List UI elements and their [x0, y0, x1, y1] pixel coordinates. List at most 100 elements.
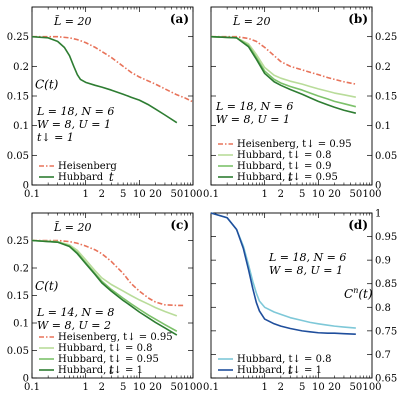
parameter-annotation: W = 8, U = 2 — [37, 319, 111, 332]
y-tick-label: 0.05 — [7, 151, 29, 162]
y-tick-label: 1 — [375, 209, 381, 220]
x-tick-label: 1 — [82, 189, 88, 200]
legend-label: Hubbard — [58, 172, 104, 183]
series-line — [210, 35, 357, 108]
series-line — [32, 239, 185, 307]
parameter-annotation: t↓ = 1 — [37, 131, 74, 144]
legend-label: Hubbard, t↓ = 1 — [58, 365, 143, 376]
x-tick-label: 100 — [362, 189, 381, 200]
series-line — [31, 35, 178, 124]
x-tick-label: 2 — [278, 189, 284, 200]
parameter-annotation: L = 18, N = 6 — [215, 100, 293, 113]
legend-label: Hubbard, t↓ = 0.95 — [58, 354, 159, 365]
panel-title: L̃ = 20 — [232, 15, 271, 28]
x-tick-label: 2 — [278, 382, 284, 393]
x-tick-label: 50 — [170, 382, 183, 393]
x-tick-label: 50 — [349, 382, 362, 393]
y-tick-label: 0 — [375, 181, 381, 192]
x-axis-label: t — [109, 170, 114, 184]
x-axis-label: t — [288, 363, 293, 377]
x-tick-label: 50 — [349, 189, 362, 200]
x-axis-label: t — [109, 363, 114, 377]
x-tick-label: 100 — [183, 382, 202, 393]
series-line — [31, 239, 178, 336]
y-tick-label: 0.15 — [7, 92, 29, 103]
x-tick-label: 5 — [299, 382, 305, 393]
y-tick-label: 0 — [23, 374, 29, 385]
x-tick-label: 20 — [328, 382, 341, 393]
x-tick-label: 0.1 — [203, 382, 219, 393]
legend-label: Heisenberg, t↓ = 0.95 — [58, 332, 173, 343]
y-tick-label: 0.95 — [375, 232, 397, 243]
legend-label: Hubbard, t↓ = 1 — [237, 365, 322, 376]
y-tick-label: 0.1 — [375, 121, 391, 132]
series-line — [210, 35, 356, 98]
x-tick-label: 5 — [120, 189, 126, 200]
legend-label: Hubbard, t↓ = 0.8 — [58, 343, 153, 354]
x-tick-label: 0.1 — [203, 189, 219, 200]
legend-label: Hubbard, t↓ = 0.95 — [237, 172, 338, 183]
parameter-annotation: W = 8, U = 1 — [216, 113, 290, 126]
x-tick-label: 10 — [133, 189, 146, 200]
parameter-annotation: W = 8, U = 1 — [37, 118, 111, 131]
y-tick-label: 0.25 — [375, 32, 397, 43]
x-tick-label: 5 — [299, 189, 305, 200]
legend-label: Hubbard, t↓ = 0.9 — [237, 161, 332, 172]
y-tick-label: 0.2 — [375, 62, 391, 73]
series-line — [210, 212, 356, 335]
legend-label: Hubbard, t↓ = 0.8 — [237, 150, 332, 161]
x-tick-label: 20 — [149, 189, 162, 200]
panel-title: L̃ = 20 — [53, 221, 92, 234]
x-tick-label: 1 — [82, 382, 88, 393]
panel-a: 0.1 1 2 5 10 20 50 100 0 0.05 0.1 0.15 0.2 0.25 t C(t) (… — [7, 6, 203, 200]
y-tick-label: 0.85 — [375, 279, 397, 290]
x-tick-label: 10 — [312, 189, 325, 200]
series-line — [211, 35, 356, 85]
x-tick-label: 10 — [133, 382, 146, 393]
x-tick-label: 50 — [170, 189, 183, 200]
y-tick-label: 0 — [23, 181, 29, 192]
panel-b: 0.112510205010000.050.10.150.20.25tC(t)(… — [203, 6, 397, 200]
panel-label: (a) — [170, 12, 189, 26]
legend-label: Heisenberg, t↓ = 0.95 — [237, 139, 352, 150]
x-tick-label: 1 — [261, 189, 267, 200]
x-tick-label: 2 — [99, 382, 105, 393]
series-line — [31, 239, 178, 317]
y-tick-label: 0.05 — [7, 346, 29, 357]
y-tick-label: 0.1 — [13, 319, 29, 330]
legend-label: Heisenberg — [58, 161, 117, 172]
panel-c: 0.1 1 2 5 10 20 50 100 0 0.05 0.1 0.15 0.2 0.25 t C(t) (… — [7, 212, 203, 393]
x-tick-label: 1 — [261, 382, 267, 393]
parameter-annotation: L = 14, N = 8 — [36, 306, 114, 319]
x-tick-label: 10 — [312, 382, 325, 393]
panel-d: 0.1 1 2 5 10 20 50 1000.650.70.750.80.850.90.95… — [203, 209, 397, 394]
y-tick-label: 0.65 — [375, 374, 397, 385]
x-tick-label: 20 — [328, 189, 341, 200]
y-tick-label: 0.15 — [375, 92, 397, 103]
parameter-annotation: W = 8, U = 1 — [269, 264, 343, 277]
x-tick-label: 0.1 — [24, 189, 40, 200]
y-tick-label: 0.75 — [375, 326, 397, 337]
parameter-annotation: L = 18, N = 6 — [36, 105, 114, 118]
y-tick-label: 0.25 — [7, 236, 29, 247]
panel-label: (d) — [348, 218, 368, 232]
y-axis-label: Cn(t) — [344, 286, 373, 301]
x-tick-label: 0.1 — [24, 382, 40, 393]
x-tick-label: 2 — [99, 189, 105, 200]
x-tick-label: 5 — [120, 382, 126, 393]
y-tick-label: 0.2 — [13, 62, 29, 73]
y-tick-label: 0.8 — [375, 303, 391, 314]
plot-frame — [210, 212, 373, 379]
y-tick-label: 0.1 — [13, 121, 29, 132]
y-tick-label: 0.2 — [13, 264, 29, 275]
panel-label: (b) — [348, 12, 368, 26]
y-tick-label: 0.25 — [7, 32, 29, 43]
x-tick-label: 100 — [362, 382, 381, 393]
y-tick-label: 0.15 — [7, 291, 29, 302]
x-tick-label: 20 — [149, 382, 162, 393]
series-line — [32, 35, 194, 103]
y-tick-label: 0.05 — [375, 151, 397, 162]
y-tick-label: 0.7 — [375, 350, 391, 361]
y-tick-label: 0.9 — [375, 256, 391, 267]
